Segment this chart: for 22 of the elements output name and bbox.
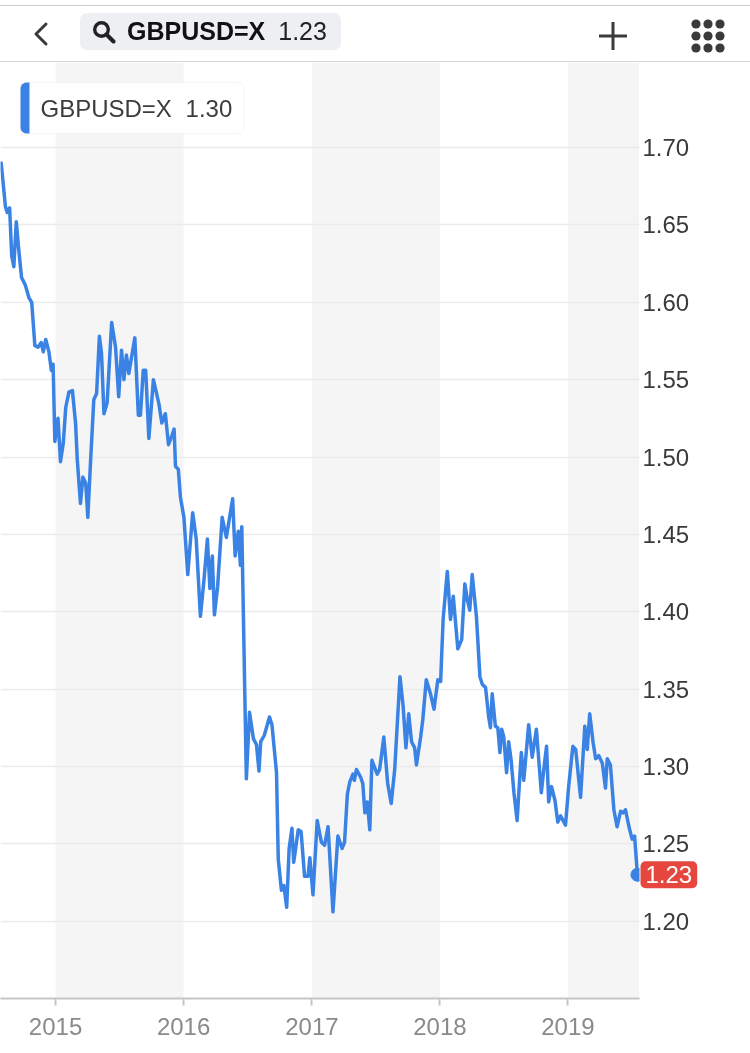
x-tick-label: 2016 [156, 1012, 211, 1040]
annotation: 1.23 [645, 861, 693, 889]
x-tick-label: 2015 [28, 1012, 83, 1040]
y-tick-label: 1.25 [642, 830, 690, 858]
y-tick-label: 1.35 [642, 675, 690, 703]
line-series [0, 161, 640, 914]
x-tick-label: 2019 [541, 1012, 595, 1040]
title: GBPUSD=X [127, 15, 266, 47]
x-tick-label: 2017 [285, 1012, 339, 1040]
x-tick-label: 2018 [413, 1012, 467, 1040]
y-tick-label: 1.40 [642, 598, 690, 626]
subtitle: 1.23 [278, 15, 327, 47]
y-tick-label: 1.50 [642, 443, 690, 471]
legend-label: GBPUSD=X [40, 94, 172, 122]
y-tick-label: 1.55 [642, 366, 690, 394]
y-tick-label: 1.20 [642, 907, 690, 935]
y-tick-label: 1.65 [642, 211, 690, 239]
annotation: 1.30 [185, 94, 233, 122]
y-tick-label: 1.45 [642, 520, 690, 548]
y-tick-label: 1.30 [642, 752, 690, 780]
y-tick-label: 1.60 [642, 288, 690, 316]
y-tick-label: 1.70 [642, 134, 690, 162]
